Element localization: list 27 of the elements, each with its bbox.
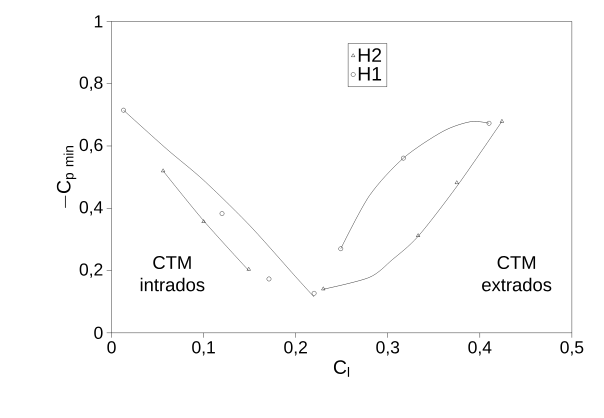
point [321,286,326,290]
y-tick-label: 0,8 [80,76,103,91]
x-tick-label: 0,5 [560,340,584,356]
point [266,276,272,282]
y-tick-label: 0,4 [80,200,103,216]
point [220,211,224,216]
x-tick-label: 0,1 [192,340,215,356]
x-tick-label: 0,3 [376,340,400,356]
y-tick-label: 0 [94,326,103,339]
y-axis-title: $-\mathrm{C}_{\mathrm{p\ min}}$ [56,146,76,208]
y-tick-label: 0,2 [80,263,102,278]
point [202,219,206,223]
point [312,290,316,296]
y-tick-label: 1 [94,15,102,28]
annotation: CTM extrados [482,256,552,292]
x-tick-label: 0,4 [468,340,492,356]
annotation: CTM intrados [140,256,204,292]
y-tick-label: 0,6 [80,138,102,153]
x-tick-label: 0,2 [284,340,307,356]
legend-label: H1 [358,66,382,80]
x-tick-label: 0 [107,340,116,354]
point [416,233,420,237]
point [401,156,406,160]
point [246,266,251,270]
x-axis-title: C$_{l}$ [334,360,350,377]
point [454,180,459,184]
legend-label: H2 [358,48,382,62]
